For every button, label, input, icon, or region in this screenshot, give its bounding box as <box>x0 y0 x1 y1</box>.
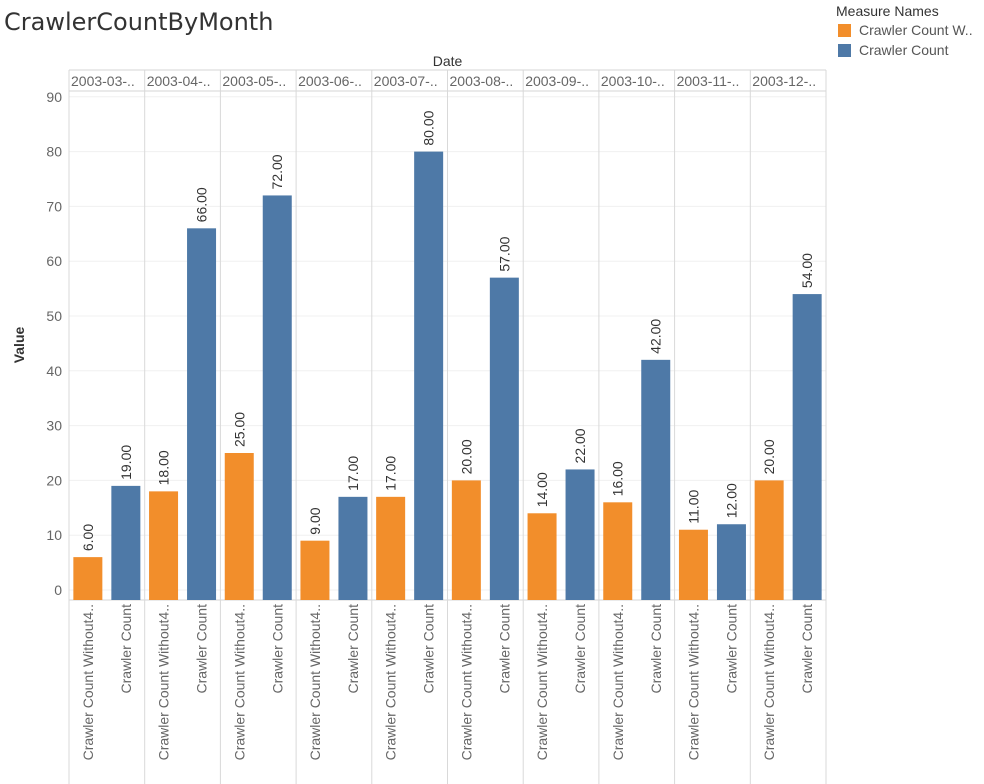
y-tick-label-70: 70 <box>46 198 62 214</box>
category-header-8: 2003-11-.. <box>677 73 740 89</box>
legend-title: Measure Names <box>836 3 939 19</box>
measure-axis-label-2-1: Crawler Count <box>269 604 285 694</box>
measure-axis-label-5-0: Crawler Count Without4.. <box>458 604 474 760</box>
data-label-without-5: 20.00 <box>458 439 474 474</box>
data-label-crawler-count-6: 22.00 <box>572 428 588 463</box>
category-header-9: 2003-12-.. <box>752 73 816 89</box>
data-label-crawler-count-8: 12.00 <box>723 483 739 518</box>
data-label-without-2: 25.00 <box>231 412 247 447</box>
measure-axis-label-7-0: Crawler Count Without4.. <box>610 604 626 760</box>
category-header-1: 2003-04-.. <box>147 73 211 89</box>
category-header-5: 2003-08-.. <box>450 73 514 89</box>
bar-without-7 <box>603 502 633 600</box>
legend-item-without[interactable]: Crawler Count W.. <box>836 20 973 40</box>
legend-item-crawler-count[interactable]: Crawler Count <box>836 40 973 60</box>
legend-label-crawler-count: Crawler Count <box>859 42 949 58</box>
measure-axis-label-5-1: Crawler Count <box>496 604 512 694</box>
y-tick-label-60: 60 <box>46 253 62 269</box>
category-header-2: 2003-05-.. <box>222 73 286 89</box>
category-header-4: 2003-07-.. <box>374 73 438 89</box>
data-label-crawler-count-1: 66.00 <box>194 187 210 222</box>
bar-without-3 <box>300 540 330 600</box>
column-header: Date <box>433 53 463 69</box>
measure-axis-label-3-0: Crawler Count Without4.. <box>307 604 323 760</box>
measure-axis-label-9-1: Crawler Count <box>799 604 815 694</box>
data-label-without-3: 9.00 <box>307 507 323 534</box>
bar-without-6 <box>527 513 557 600</box>
category-header-0: 2003-03-.. <box>71 73 135 89</box>
y-tick-label-40: 40 <box>46 363 62 379</box>
legend-swatch-orange <box>838 23 851 37</box>
data-label-crawler-count-3: 17.00 <box>345 456 361 491</box>
chart-title: CrawlerCountByMonth <box>4 8 274 36</box>
bar-without-5 <box>451 480 481 600</box>
measure-axis-label-1-0: Crawler Count Without4.. <box>156 604 172 760</box>
bar-without-8 <box>678 529 708 600</box>
bar-crawler-count-7 <box>641 359 671 600</box>
bar-crawler-count-8 <box>716 524 746 600</box>
bar-without-0 <box>73 557 103 600</box>
category-header-3: 2003-06-.. <box>298 73 362 89</box>
bar-crawler-count-5 <box>489 277 519 600</box>
bar-crawler-count-2 <box>262 195 292 600</box>
data-label-crawler-count-4: 80.00 <box>421 110 437 145</box>
measure-axis-label-0-0: Crawler Count Without4.. <box>80 604 96 760</box>
category-header-7: 2003-10-.. <box>601 73 665 89</box>
y-tick-label-80: 80 <box>46 144 62 160</box>
measure-axis-label-9-0: Crawler Count Without4.. <box>761 604 777 760</box>
data-label-crawler-count-2: 72.00 <box>269 154 285 189</box>
bar-without-1 <box>149 491 179 600</box>
bar-crawler-count-1 <box>187 228 217 600</box>
data-label-without-8: 11.00 <box>685 490 701 524</box>
measure-axis-label-8-0: Crawler Count Without4.. <box>685 604 701 760</box>
bar-crawler-count-6 <box>565 469 595 600</box>
measure-axis-label-0-1: Crawler Count <box>118 604 134 694</box>
legend-label-without: Crawler Count W.. <box>859 22 973 38</box>
data-label-without-4: 17.00 <box>383 456 399 491</box>
bar-crawler-count-3 <box>338 496 368 600</box>
data-label-without-6: 14.00 <box>534 472 550 507</box>
bar-without-9 <box>754 480 784 600</box>
legend-swatch-blue <box>838 43 851 57</box>
measure-axis-label-3-1: Crawler Count <box>345 604 361 694</box>
measure-axis-label-6-1: Crawler Count <box>572 604 588 694</box>
bar-without-2 <box>224 453 254 600</box>
measure-axis-label-4-1: Crawler Count <box>421 604 437 694</box>
data-label-crawler-count-9: 54.00 <box>799 253 815 288</box>
y-tick-label-50: 50 <box>46 308 62 324</box>
bar-crawler-count-0 <box>111 485 141 600</box>
data-label-crawler-count-7: 42.00 <box>648 319 664 354</box>
y-tick-label-30: 30 <box>46 418 62 434</box>
measure-axis-label-7-1: Crawler Count <box>648 604 664 694</box>
bar-without-4 <box>376 496 406 600</box>
measure-axis-label-1-1: Crawler Count <box>194 604 210 694</box>
measure-axis-label-2-0: Crawler Count Without4.. <box>231 604 247 760</box>
measure-axis-label-6-0: Crawler Count Without4.. <box>534 604 550 760</box>
data-label-without-9: 20.00 <box>761 439 777 474</box>
y-tick-label-10: 10 <box>46 527 62 543</box>
y-tick-label-20: 20 <box>46 472 62 488</box>
data-label-crawler-count-0: 19.00 <box>118 445 134 480</box>
measure-axis-label-8-1: Crawler Count <box>723 604 739 694</box>
y-axis-title: Value <box>11 327 27 364</box>
bar-crawler-count-4 <box>414 151 444 600</box>
data-label-without-0: 6.00 <box>80 524 96 551</box>
measure-axis-label-4-0: Crawler Count Without4.. <box>383 604 399 760</box>
legend: Measure Names Crawler Count W.. Crawler … <box>836 3 973 60</box>
data-label-without-7: 16.00 <box>610 461 626 496</box>
data-label-without-1: 18.00 <box>156 450 172 485</box>
y-tick-label-0: 0 <box>54 582 62 598</box>
data-label-crawler-count-5: 57.00 <box>496 236 512 271</box>
bar-crawler-count-9 <box>792 294 822 600</box>
category-header-6: 2003-09-.. <box>525 73 589 89</box>
y-tick-label-90: 90 <box>46 89 62 105</box>
